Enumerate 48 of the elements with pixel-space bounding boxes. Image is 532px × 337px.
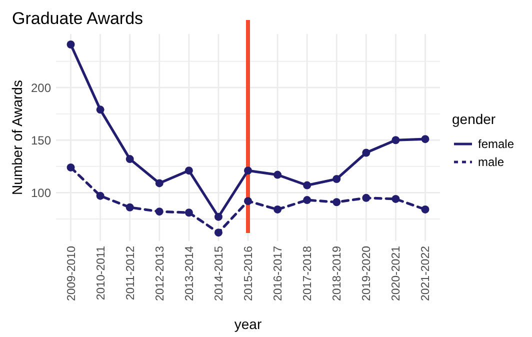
x-tick-label: 2021-2022 (420, 246, 432, 301)
point (126, 155, 134, 164)
x-tick-label: 2009-2010 (66, 246, 78, 301)
y-tick-label: 200 (30, 80, 52, 95)
point (332, 198, 341, 206)
point (303, 181, 312, 190)
y-axis-title: Number of Awards (9, 80, 25, 195)
point (392, 194, 400, 203)
chart-title: Graduate Awards (12, 9, 144, 28)
point (184, 166, 193, 175)
point (214, 228, 222, 237)
point (303, 196, 312, 204)
point (155, 179, 164, 188)
x-tick-label: 2014-2015 (213, 246, 226, 301)
point (96, 192, 104, 200)
point (244, 166, 252, 175)
point (274, 205, 282, 214)
x-tick-label: 2011-2012 (124, 246, 137, 300)
x-tick-label: 2012-2013 (154, 246, 166, 301)
legend-title: gender (452, 111, 496, 127)
point (214, 212, 222, 221)
x-tick-label: 2018-2019 (332, 246, 344, 301)
point (66, 163, 75, 172)
x-tick-label: 2015-2016 (243, 246, 255, 301)
x-tick-label: 2010-2011 (95, 246, 108, 300)
y-tick-label: 100 (30, 186, 52, 200)
legend-label: male (478, 155, 504, 170)
x-axis-title: year (234, 316, 262, 332)
point (392, 136, 400, 144)
point (126, 203, 134, 212)
x-tick-label: 2019-2020 (361, 246, 374, 301)
point (66, 40, 75, 49)
point (96, 106, 104, 114)
x-tick-label: 2017-2018 (302, 246, 314, 301)
y-tick-label: 150 (30, 133, 52, 148)
point (362, 194, 370, 202)
x-tick-label: 2020-2021 (390, 246, 403, 301)
point (244, 197, 252, 206)
point (362, 148, 370, 157)
point (274, 170, 282, 179)
point (155, 208, 164, 216)
legend-label: female (478, 137, 514, 152)
x-tick-label: 2016-2017 (272, 246, 285, 301)
point (184, 208, 193, 217)
point (421, 135, 430, 144)
point (332, 175, 341, 184)
point (421, 205, 430, 214)
x-tick-label: 2013-2014 (184, 245, 196, 301)
